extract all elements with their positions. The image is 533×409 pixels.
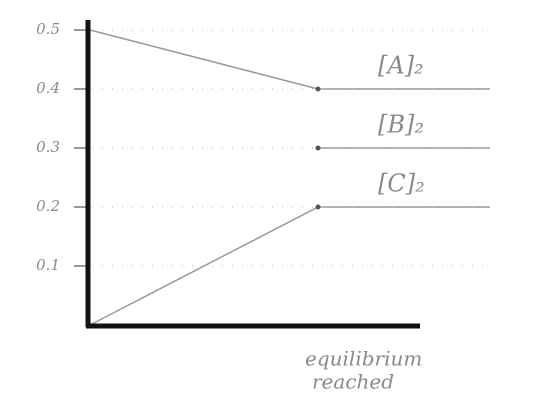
- annotation: reached: [312, 370, 394, 394]
- series-label: [B]₂: [378, 111, 424, 139]
- point: [316, 146, 321, 151]
- point: [316, 87, 321, 92]
- annotation: equilibrium: [305, 347, 422, 371]
- y-tick-label: 0.4: [36, 79, 60, 97]
- y-tick-label: 0.1: [36, 256, 60, 274]
- point: [316, 205, 321, 210]
- series-line: [90, 207, 490, 325]
- series-label: [C]₂: [378, 170, 425, 198]
- series-label: [A]₂: [378, 52, 424, 80]
- y-tick-label: 0.5: [36, 20, 60, 38]
- y-tick-label: 0.2: [36, 197, 60, 215]
- y-tick-label: 0.3: [36, 138, 60, 156]
- series-line: [90, 30, 490, 89]
- chart: [C]₂[B]₂[A]₂0.50.40.30.20.1 equilibrium …: [0, 0, 533, 409]
